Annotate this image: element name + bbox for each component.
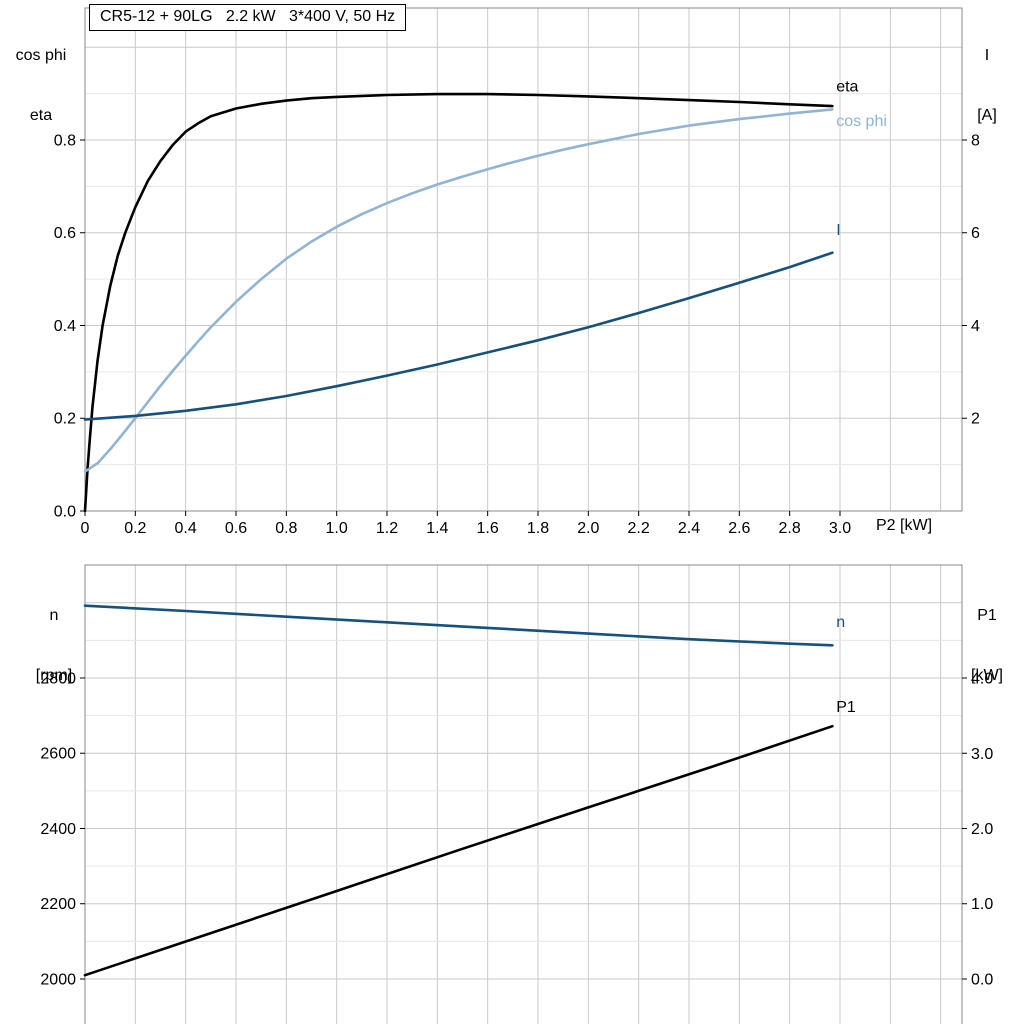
eta-curve [83,92,834,513]
x-axis-label: P2 [kW] [876,517,933,534]
x-tick-label: 2.8 [779,520,801,537]
x-tick-label: 0.4 [175,520,197,537]
x-tick-label: 0.8 [275,520,297,537]
x-tick-label: 1.2 [376,520,398,537]
tick-labels: 2000 2200 2400 2600 2800 0.0 1.0 2.0 3.0 4.0 [40,670,993,988]
current-unit-label: [A] [977,107,997,124]
speed-curve-label: n [836,614,845,631]
x-tick-label: 1.0 [326,520,348,537]
tick-labels: 0.0 0.2 0.4 0.6 0.8 2 4 6 8 0 0.2 0.4 0.6 0.8 1.0 1.2 1.… [54,132,980,537]
right-tick-label: 0.0 [971,971,993,988]
gridlines [85,8,962,511]
left-tick-label: 0.2 [54,411,76,428]
x-tick-label: 2.4 [678,520,700,537]
chart-motor-upper: 0.0 0.2 0.4 0.6 0.8 2 4 6 8 0 0.2 0.4 0.6 0.8 1.0 1.2 1.… [54,7,980,537]
speed-unit-label: [rpm] [35,667,73,684]
chart-motor-lower: 2000 2200 2400 2600 2800 0.0 1.0 2.0 3.0 4.0 n P1 [40,564,993,1024]
x-tick-label: 2.6 [728,520,750,537]
cos-phi-curve [83,108,834,473]
p1-axis-label: P1 [977,607,997,624]
eta-axis-label: eta [29,107,53,124]
plot-frame [84,7,963,512]
speed-axis-label: n [49,607,59,624]
p1-curve [83,724,834,977]
right-tick-label: 1.0 [971,896,993,913]
right-tick-label: 2.0 [971,821,993,838]
left-tick-label: 2200 [40,896,76,913]
left-tick-label: 0.0 [54,504,76,521]
speed-curve [83,604,834,647]
right-tick-label: 3.0 [971,746,993,763]
right-axis-label-top-chart: I [A] [962,6,1012,166]
x-tick-label: 2.0 [577,520,599,537]
x-tick-label: 1.4 [426,520,448,537]
left-tick-label: 2600 [40,746,76,763]
cos-phi-curve-label: cos phi [836,113,887,130]
x-tick-label: 0.6 [225,520,247,537]
left-tick-label: 0.6 [54,225,76,242]
x-tick-label: 3.0 [829,520,851,537]
x-tick-label: 2.2 [628,520,650,537]
x-tick-label: 1.8 [527,520,549,537]
gridlines [85,565,962,1024]
x-tick-label: 1.6 [477,520,499,537]
left-axis-label-top-chart: cos phi eta [2,6,80,166]
x-tick-label: 0.2 [124,520,146,537]
right-tick-label: 2 [971,411,980,428]
right-tick-label: 8 [971,132,980,149]
x-tick-label: 0 [81,520,90,537]
p1-unit-label: [kW] [971,667,1003,684]
left-tick-label: 0.8 [54,132,76,149]
left-tick-label: 2400 [40,821,76,838]
right-axis-label-bottom-chart: P1 [kW] [958,566,1016,726]
plot-frame [84,564,963,1024]
right-tick-label: 6 [971,225,980,242]
current-curve-label: I [836,222,840,239]
left-tick-label: 2000 [40,971,76,988]
current-curve [83,251,834,421]
cos-phi-axis-label: cos phi [15,47,67,64]
left-tick-label: 2800 [40,670,76,687]
eta-curve-label: eta [836,78,858,95]
right-tick-label: 4.0 [971,671,993,688]
p1-curve-label: P1 [836,699,856,716]
chart-title: CR5-12 + 90LG 2.2 kW 3*400 V, 50 Hz [89,4,407,31]
right-tick-label: 4 [971,318,980,335]
current-axis-label: I [984,47,990,64]
left-axis-label-bottom-chart: n [rpm] [22,566,86,726]
left-tick-label: 0.4 [54,318,76,335]
